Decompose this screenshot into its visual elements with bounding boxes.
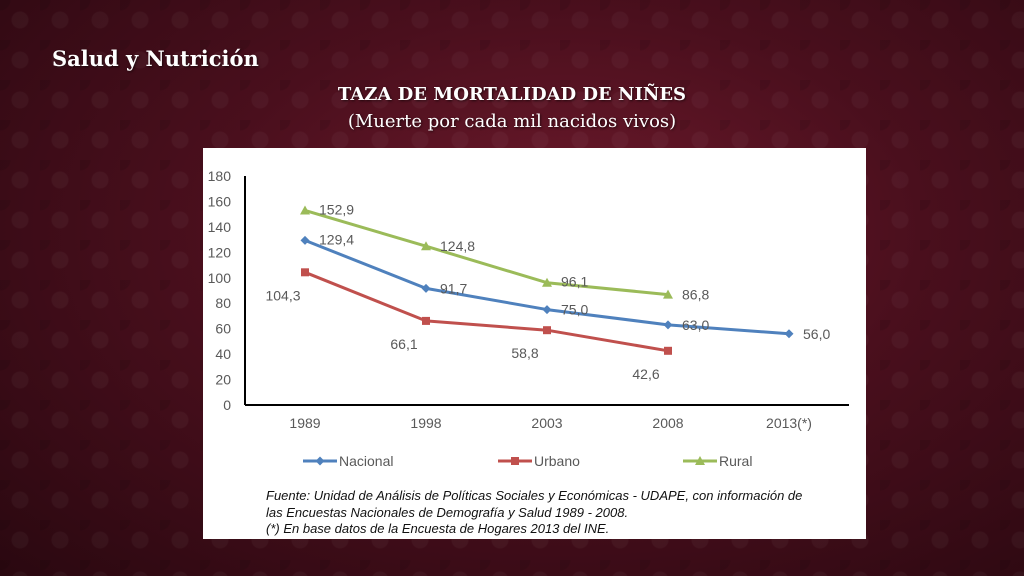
data-label-rural: 86,8 xyxy=(682,287,709,303)
legend-marker-urbano xyxy=(511,457,519,465)
y-tick-label: 160 xyxy=(208,193,232,209)
data-point-nacional xyxy=(542,305,552,315)
series-line-rural xyxy=(304,209,669,297)
series-line-urbano xyxy=(304,270,669,353)
source-line-3: (*) En base datos de la Encuesta de Hoga… xyxy=(266,521,610,536)
y-tick-label: 100 xyxy=(208,270,232,286)
data-label-urbano: 58,8 xyxy=(511,345,538,361)
data-point-rural xyxy=(421,241,431,251)
legend-label-urbano: Urbano xyxy=(534,453,580,469)
data-label-rural: 96,1 xyxy=(561,274,588,290)
data-point-nacional xyxy=(663,320,673,330)
legend-marker-nacional xyxy=(315,456,325,466)
data-point-urbano xyxy=(301,268,309,277)
data-point-rural xyxy=(300,205,310,215)
x-tick-label: 2008 xyxy=(652,415,683,431)
y-tick-label: 80 xyxy=(215,295,231,311)
data-label-urbano: 66,1 xyxy=(390,336,417,352)
y-tick-label: 60 xyxy=(215,321,231,337)
legend-marker-rural xyxy=(695,456,705,465)
x-tick-label: 2003 xyxy=(531,415,562,431)
chart-subtitle: (Muerte por cada mil nacidos vivos) xyxy=(347,111,677,132)
line-chart: 0 20 40 60 80 100 120 140 160 180 1989 1998 2003 2008… xyxy=(208,168,849,469)
x-tick-label: 1998 xyxy=(410,415,441,431)
data-label-urbano: 104,3 xyxy=(265,287,300,303)
source-line-1: Fuente: Unidad de Análisis de Políticas … xyxy=(266,488,803,503)
data-label-nacional: 91,7 xyxy=(440,280,467,296)
y-tick-label: 120 xyxy=(208,244,232,260)
data-label-urbano: 42,6 xyxy=(632,366,659,382)
data-point-urbano xyxy=(422,316,430,325)
data-point-nacional xyxy=(300,235,310,245)
source-line-2: las Encuestas Nacionales de Demografía y… xyxy=(266,504,629,520)
data-point-rural xyxy=(542,277,552,287)
data-point-urbano xyxy=(543,326,551,335)
y-tick-label: 40 xyxy=(215,346,231,362)
y-tick-label: 140 xyxy=(208,219,232,235)
section-title: Salud y Nutrición xyxy=(52,46,259,71)
y-tick-label: 0 xyxy=(223,397,231,413)
legend-label-nacional: Nacional xyxy=(339,453,393,469)
data-point-nacional xyxy=(421,283,431,293)
data-point-nacional xyxy=(784,329,794,339)
chart-title: TAZA DE MORTALIDAD DE NIÑES xyxy=(337,84,687,105)
data-label-rural: 124,8 xyxy=(440,238,475,254)
data-label-nacional: 129,4 xyxy=(319,231,354,247)
data-label-rural: 152,9 xyxy=(319,201,354,217)
chart-panel: 0 20 40 60 80 100 120 140 160 180 1989 1998 2003 2008… xyxy=(203,148,866,539)
y-tick-label: 180 xyxy=(208,168,232,184)
data-point-rural xyxy=(663,289,673,299)
data-label-nacional: 75,0 xyxy=(561,302,588,318)
data-point-urbano xyxy=(664,346,672,355)
y-tick-label: 20 xyxy=(215,372,231,388)
data-label-nacional: 63,0 xyxy=(682,317,709,333)
source-note: Fuente: Unidad de Análisis de Políticas … xyxy=(266,488,856,538)
x-tick-label: 1989 xyxy=(289,415,320,431)
x-tick-label: 2013(*) xyxy=(766,415,812,431)
series-line-nacional xyxy=(304,238,790,336)
data-label-nacional: 56,0 xyxy=(803,326,830,342)
legend-label-rural: Rural xyxy=(719,453,752,469)
